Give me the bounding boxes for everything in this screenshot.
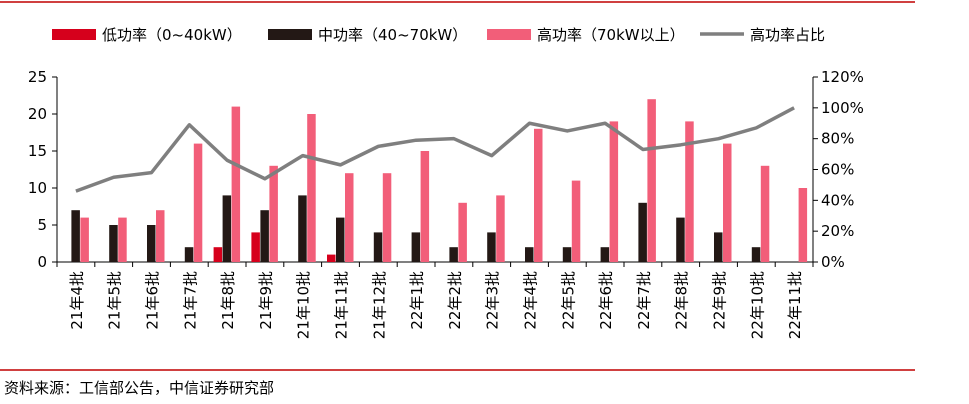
x-tick-label: 22年5批 — [559, 271, 577, 330]
bar-1 — [71, 210, 80, 262]
bar-1 — [714, 232, 723, 262]
bar-1 — [411, 232, 421, 262]
bar-1 — [373, 232, 383, 262]
bar-1 — [751, 247, 761, 262]
bar-2 — [496, 195, 505, 262]
line-series — [75, 106, 795, 193]
bar-2 — [534, 128, 543, 262]
bar-2 — [647, 99, 656, 262]
bar-2 — [345, 173, 354, 262]
legend-swatch — [268, 29, 312, 40]
x-tick-label: 22年10批 — [748, 271, 766, 339]
legend-label: 高功率占比 — [750, 26, 825, 44]
bars — [71, 99, 808, 263]
x-tick-label: 22年7批 — [635, 271, 653, 330]
bar-1 — [336, 217, 345, 262]
axes: 0 5 10 15 20 25 0% 20% 40% 60% 80% 100% 120% — [28, 68, 864, 271]
legend-label: 低功率（0~40kW） — [102, 26, 242, 44]
bar-2 — [458, 202, 467, 262]
bar-2 — [382, 173, 392, 262]
x-tick-label: 22年4批 — [522, 271, 540, 330]
y-right-tick-label: 0% — [821, 253, 845, 271]
bar-2 — [156, 210, 165, 262]
x-tick-label: 22年9批 — [711, 271, 729, 330]
bar-1 — [184, 247, 194, 262]
bar-0 — [327, 254, 336, 262]
bar-2 — [231, 106, 241, 262]
bar-1 — [449, 247, 458, 262]
x-tick-labels: 21年4批 21年5批 21年6批 21年7批 21年8批 21年9批 21年10批 21年1… — [68, 271, 804, 339]
bar-2 — [798, 188, 808, 262]
legend-swatch — [487, 29, 531, 40]
bar-2 — [571, 180, 581, 262]
x-tick-label: 21年10批 — [295, 271, 313, 339]
bar-2 — [307, 114, 316, 262]
bar-2 — [685, 121, 694, 263]
x-tick-label: 21年4批 — [68, 271, 86, 330]
bar-1 — [298, 195, 307, 262]
bar-2 — [723, 143, 732, 262]
x-tick-label: 21年6批 — [144, 271, 162, 330]
y-right-tick-label: 60% — [821, 161, 854, 179]
y-left-tick-label: 10 — [28, 179, 47, 197]
x-tick-label: 22年6批 — [597, 271, 615, 330]
bar-0 — [213, 247, 223, 262]
x-tick-label: 21年11批 — [333, 271, 351, 339]
y-left-tick-label: 0 — [37, 253, 47, 271]
y-right-tick-label: 120% — [821, 68, 864, 86]
bar-2 — [609, 121, 619, 263]
x-tick-label: 22年11批 — [786, 271, 804, 339]
bar-2 — [80, 217, 89, 262]
legend: 低功率（0~40kW） 中功率（40~70kW） 高功率（70kW以上） 高功率占比 — [52, 26, 825, 44]
bar-1 — [222, 195, 232, 262]
bar-1 — [487, 232, 496, 262]
bar-2 — [760, 165, 770, 262]
bar-2 — [420, 151, 430, 262]
bar-0 — [251, 232, 260, 262]
y-right-tick-label: 80% — [821, 130, 854, 148]
x-tick-label: 22年3批 — [484, 271, 502, 330]
bar-1 — [109, 225, 118, 262]
bar-1 — [525, 247, 534, 262]
legend-label: 中功率（40~70kW） — [318, 26, 467, 44]
bar-1 — [562, 247, 572, 262]
x-tick-label: 21年9批 — [257, 271, 275, 330]
x-tick-label: 21年5批 — [106, 271, 124, 330]
legend-label: 高功率（70kW以上） — [537, 26, 685, 44]
x-tick-label: 21年12批 — [370, 271, 388, 339]
y-left-tick-label: 15 — [28, 142, 47, 160]
x-tick-label: 21年7批 — [181, 271, 199, 330]
bar-2 — [269, 165, 278, 262]
bar-1 — [600, 247, 610, 262]
share-line — [75, 106, 795, 193]
source-text: 资料来源：工信部公告，中信证券研究部 — [4, 379, 274, 397]
bar-1 — [147, 225, 156, 262]
x-tick-label: 22年1批 — [408, 271, 426, 330]
y-left-tick-label: 25 — [28, 68, 47, 86]
bar-1 — [638, 202, 647, 262]
bar-1 — [676, 217, 685, 262]
x-tick-label: 22年2批 — [446, 271, 464, 330]
bar-1 — [260, 210, 269, 262]
bar-2 — [118, 217, 127, 262]
bar-2 — [193, 143, 203, 262]
y-left-tick-label: 5 — [37, 216, 47, 234]
legend-swatch — [52, 29, 96, 40]
x-tick-label: 22年8批 — [673, 271, 691, 330]
y-right-tick-label: 100% — [821, 99, 864, 117]
y-right-tick-label: 40% — [821, 191, 854, 209]
x-tick-label: 21年8批 — [219, 271, 237, 330]
y-right-tick-label: 20% — [821, 222, 854, 240]
y-left-tick-label: 20 — [28, 105, 47, 123]
